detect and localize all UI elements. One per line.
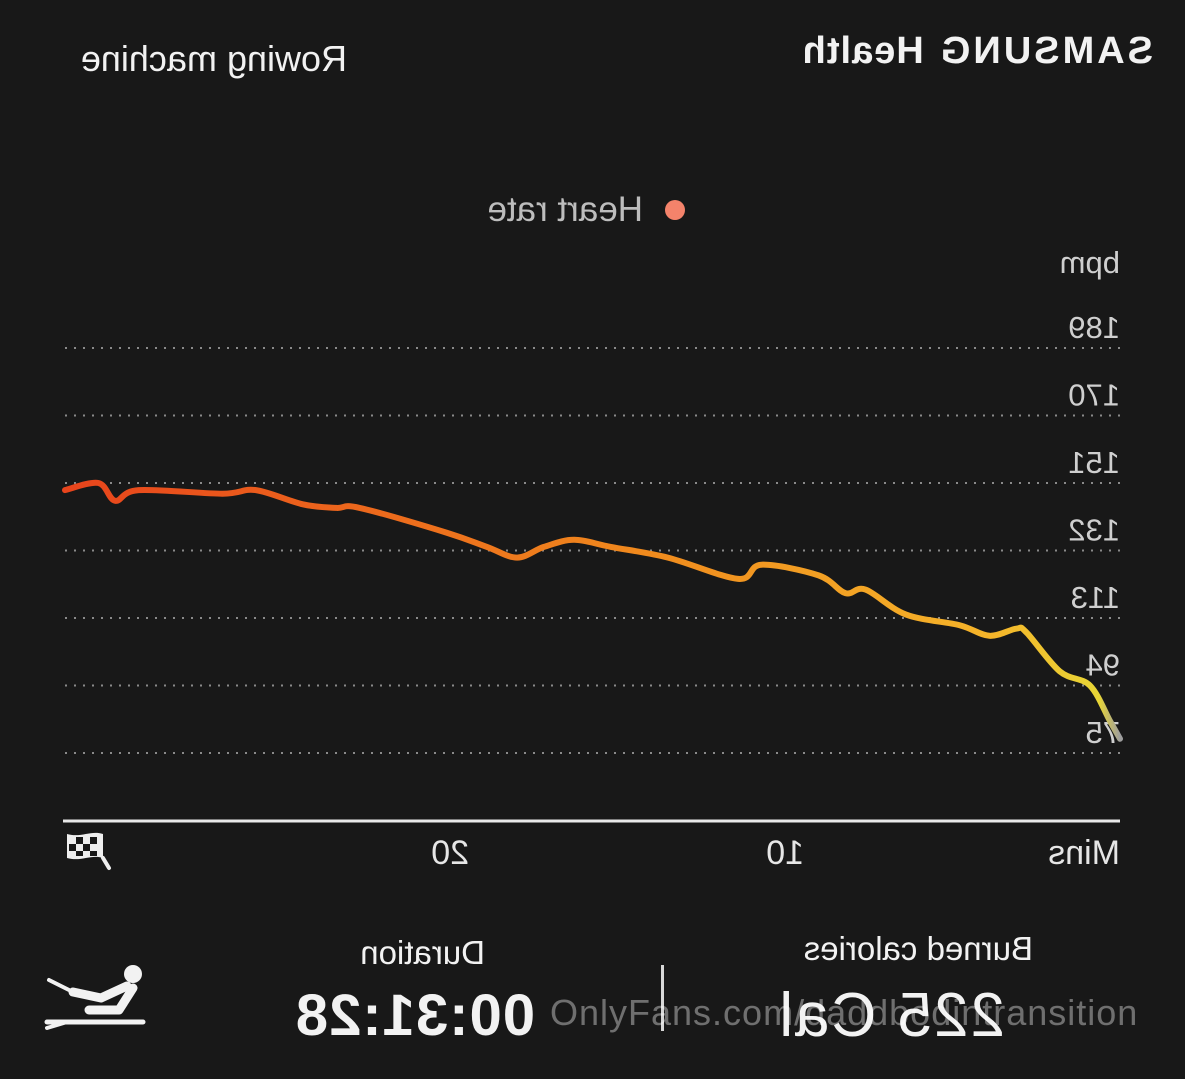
x-axis-label: Mins	[1048, 834, 1120, 872]
grid-lines	[63, 347, 1120, 754]
duration-label: Duration	[360, 934, 485, 971]
x-tick-label: 10	[766, 834, 804, 872]
y-tick-label: 113	[1071, 580, 1120, 615]
x-tick-label: 20	[431, 834, 469, 872]
y-tick-label: 170	[1068, 378, 1120, 413]
y-axis-unit: bpm	[1060, 245, 1120, 280]
series-line-heart-rate	[62, 479, 1123, 742]
duration-value: 00:31:28	[294, 983, 535, 1048]
calories-label: Burned calories	[803, 930, 1033, 967]
rowing-machine-icon	[44, 965, 146, 1030]
y-tick-label: 151	[1068, 445, 1120, 480]
y-tick-label: 189	[1068, 310, 1120, 345]
y-tick-label: 94	[1086, 648, 1120, 683]
checkered-flag-icon	[67, 832, 111, 870]
watermark: OnlyFans.com/daddbodintransition	[550, 992, 1139, 1033]
y-tick-label: 132	[1068, 513, 1120, 548]
